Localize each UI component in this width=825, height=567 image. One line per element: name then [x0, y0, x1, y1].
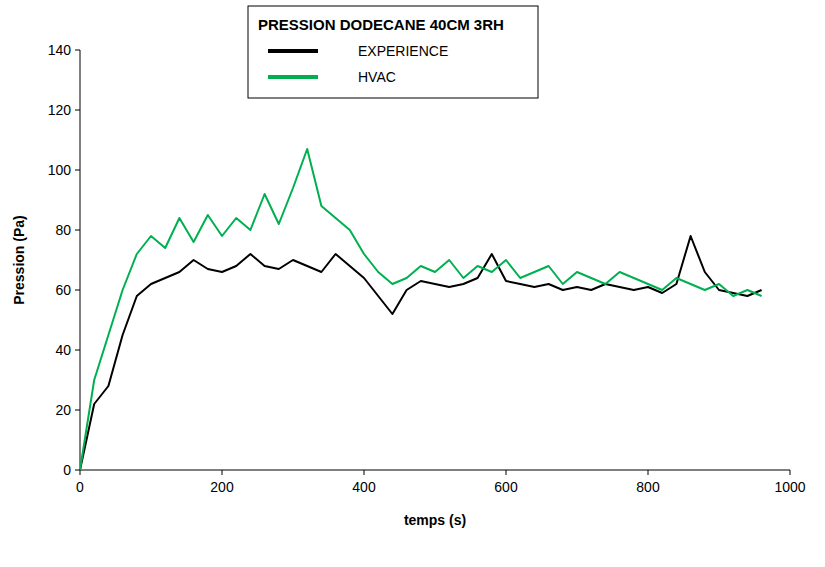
y-tick-label: 20 [55, 402, 71, 418]
x-tick-label: 200 [210, 479, 234, 495]
x-axis-title: temps (s) [404, 512, 466, 528]
x-tick [222, 470, 223, 475]
chart: 0 20 40 60 80 100 120 140 0 200 400 600 800 1000 temps… [0, 0, 825, 567]
x-tick [648, 470, 649, 475]
y-tick [75, 50, 80, 51]
series-line [80, 236, 762, 470]
background [0, 0, 825, 567]
plot-area [80, 149, 762, 470]
series-line [80, 149, 762, 470]
x-tick [790, 470, 791, 475]
y-tick-label: 120 [48, 102, 72, 118]
y-tick-label: 40 [55, 342, 71, 358]
y-tick-label: 80 [55, 222, 71, 238]
legend-swatch [268, 49, 318, 53]
y-tick-label: 60 [55, 282, 71, 298]
x-tick [80, 470, 81, 475]
y-tick-label: 100 [48, 162, 72, 178]
chart-title: PRESSION DODECANE 40CM 3RH [258, 16, 504, 33]
y-tick [75, 230, 80, 231]
y-tick [75, 410, 80, 411]
legend-box [248, 6, 538, 98]
y-tick [75, 350, 80, 351]
legend-label: HVAC [358, 69, 396, 85]
y-tick [75, 170, 80, 171]
y-tick-label: 0 [63, 462, 71, 478]
x-tick-label: 800 [636, 479, 660, 495]
x-tick-label: 1000 [774, 479, 805, 495]
legend-label: EXPERIENCE [358, 43, 448, 59]
x-tick [506, 470, 507, 475]
legend-swatch [268, 75, 318, 79]
y-tick [75, 290, 80, 291]
x-tick [364, 470, 365, 475]
y-axis-title: Pression (Pa) [11, 215, 27, 304]
y-tick [75, 110, 80, 111]
y-tick-label: 140 [48, 42, 72, 58]
y-axis [80, 50, 81, 470]
x-tick-label: 0 [76, 479, 84, 495]
x-tick-label: 400 [352, 479, 376, 495]
x-axis [80, 470, 790, 471]
x-tick-label: 600 [494, 479, 518, 495]
y-tick [75, 470, 80, 471]
